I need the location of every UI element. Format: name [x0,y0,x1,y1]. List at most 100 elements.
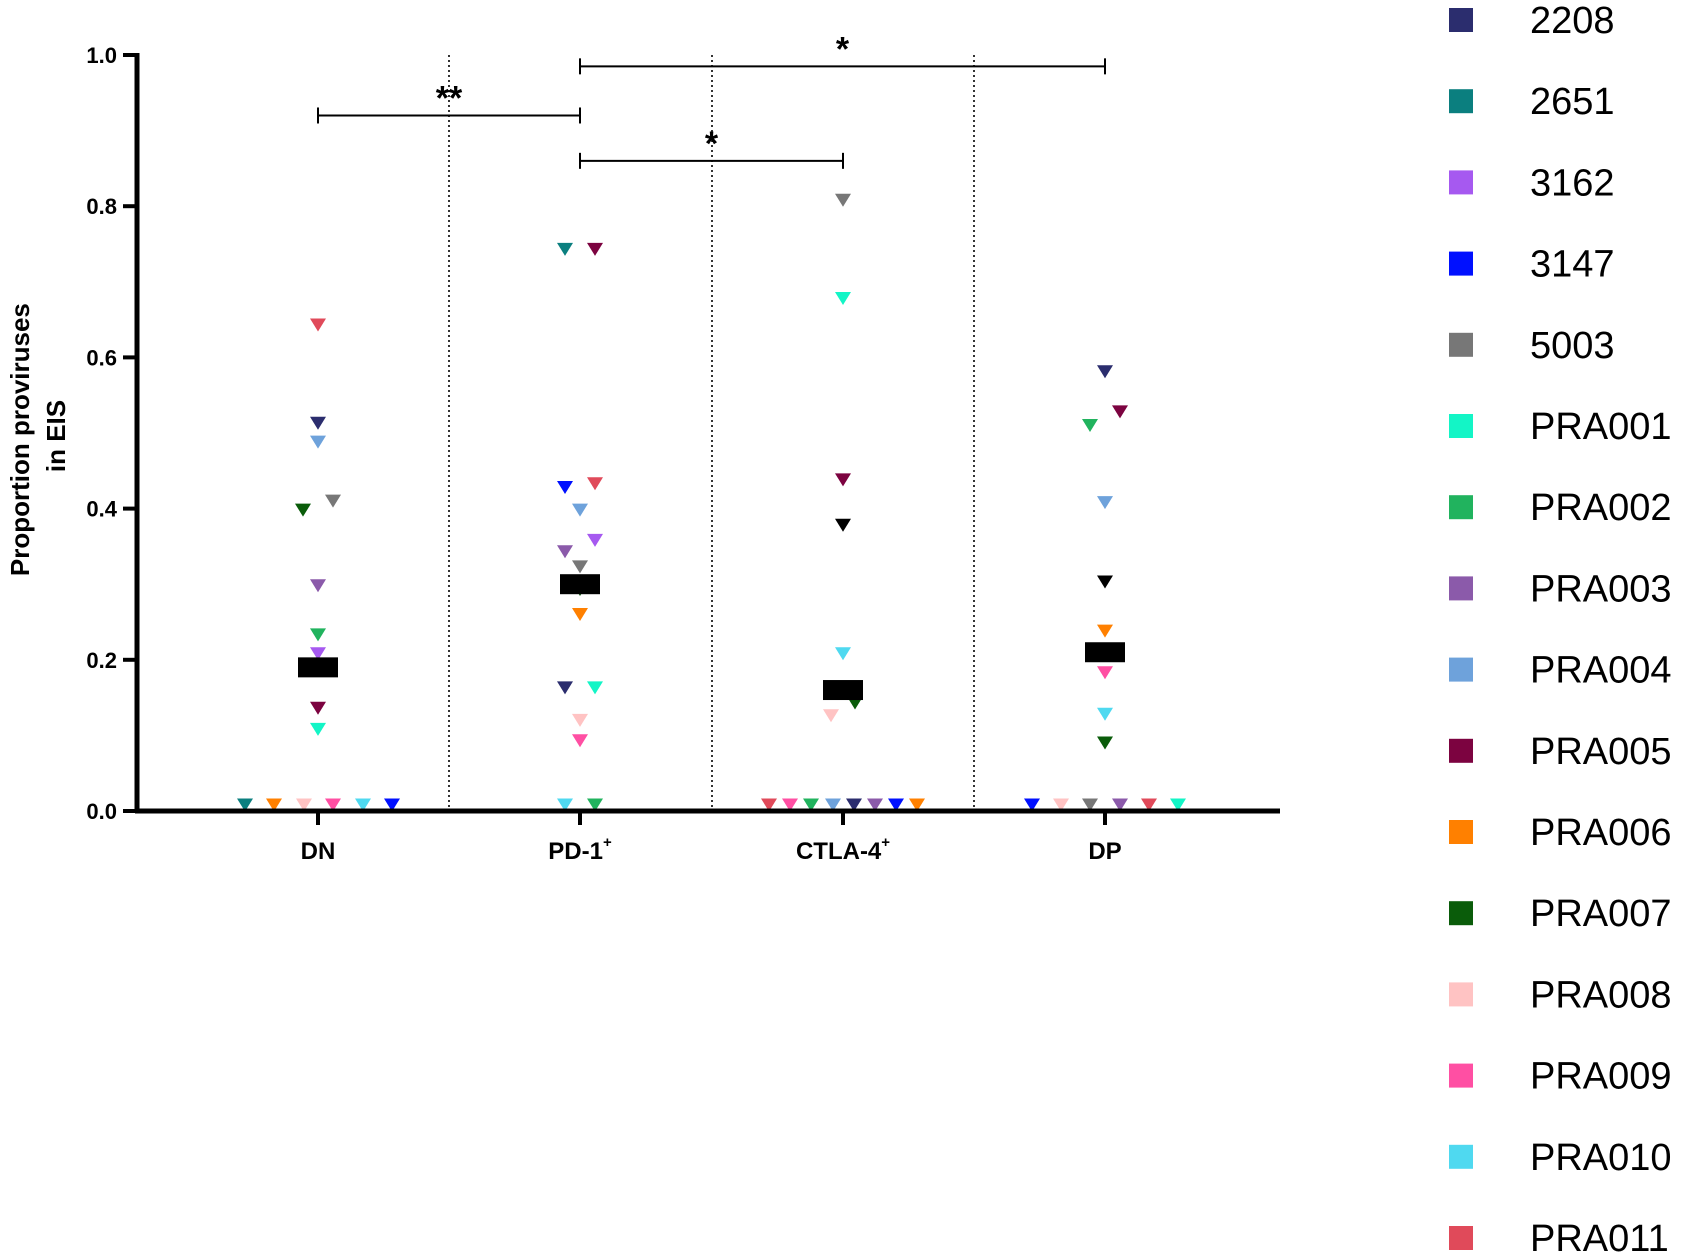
legend-label: 2208 [1530,0,1615,42]
significance-label: * [836,30,850,68]
legend-swatch [1449,982,1473,1007]
data-point [310,647,326,661]
data-point [310,435,326,449]
data-point [1097,666,1113,680]
data-point [909,798,925,812]
data-point [310,318,326,332]
legend-swatch [1449,8,1473,32]
median-bars [298,574,1125,701]
data-point [1141,798,1157,812]
data-point [867,798,883,812]
data-point [1170,798,1186,812]
data-point [295,503,311,517]
data-point [782,798,798,812]
data-point [1082,798,1098,812]
legend-label: PRA004 [1530,650,1672,692]
legend-swatch [1449,657,1473,682]
data-point [823,709,839,723]
significance-label: ** [436,79,463,117]
x-tick-label: CTLA-4+ [796,834,890,865]
data-point [572,607,588,621]
data-point [587,681,603,695]
legend-label: PRA010 [1530,1137,1672,1179]
y-tick-label: 0.2 [86,648,117,673]
legend-swatch [1449,332,1473,357]
legend-label: 3147 [1530,244,1615,286]
legend-swatch [1449,576,1473,601]
data-point [557,480,573,494]
y-axis-title: Proportion proviruses in EIS [5,296,71,576]
data-point [1112,405,1128,419]
legend-swatch [1449,89,1473,114]
data-point [325,798,341,812]
legend-label: 5003 [1530,325,1615,367]
legend-swatch [1449,738,1473,763]
data-point [266,798,282,812]
x-tick-label: DN [301,838,336,865]
data-point [846,798,862,812]
data-point [803,798,819,812]
data-point [1053,798,1069,812]
legend-swatch [1449,1226,1473,1250]
data-point [888,798,904,812]
data-point [325,494,341,508]
data-point [355,798,371,812]
data-point [1097,365,1113,379]
data-point [1097,707,1113,721]
data-point [310,628,326,642]
legend-label: PRA002 [1530,487,1672,529]
data-point [237,798,253,812]
data-point [1112,798,1128,812]
median-bar [560,574,600,595]
data-point [1082,418,1098,432]
legend-label: PRA009 [1530,1056,1672,1098]
data-point [587,798,603,812]
legend-label: 3162 [1530,162,1615,204]
significance-brackets: **** [317,30,1106,169]
y-tick-label: 0.4 [86,497,117,522]
category-dividers [448,55,975,811]
x-tick-label: PD-1+ [548,834,612,865]
data-point [572,503,588,517]
legend-swatch [1449,1063,1473,1088]
data-point [835,473,851,487]
legend-swatch [1449,901,1473,926]
y-tick-label: 1.0 [86,43,117,68]
x-tick-label: DP [1088,838,1121,865]
legend-label: PRA005 [1530,731,1672,773]
data-point [310,416,326,430]
data-point [572,560,588,574]
axes: 0.0 0.2 0.4 0.6 0.8 1.0 DN PD-1+ CTLA-4+ DP [86,43,1280,865]
y-axis-title-line-1: Proportion proviruses [5,303,35,576]
data-point [310,579,326,593]
y-tick-label: 0.0 [86,799,117,824]
data-point [557,545,573,559]
data-point [835,518,851,532]
legend-label: PRA007 [1530,893,1672,935]
median-bar [823,680,863,701]
legend-swatch [1449,495,1473,520]
data-point [587,242,603,256]
legend-label: PRA011 [1530,1218,1669,1252]
data-point [296,798,312,812]
legend-label: PRA003 [1530,568,1672,610]
data-point [1024,798,1040,812]
data-points [237,193,1186,812]
legend-swatch [1449,1144,1473,1169]
data-point [835,647,851,661]
data-point [587,477,603,491]
data-point [310,701,326,715]
significance-label: * [705,125,719,163]
median-bar [298,657,338,678]
data-point [384,798,400,812]
data-point [1097,736,1113,750]
legend-swatch [1449,251,1473,276]
data-point [1097,624,1113,638]
y-tick-label: 0.6 [86,345,117,370]
legend-swatch [1449,170,1473,195]
data-point [835,291,851,305]
y-axis-title-line-2: in EIS [41,400,71,472]
data-point [587,533,603,547]
data-point [1097,575,1113,589]
